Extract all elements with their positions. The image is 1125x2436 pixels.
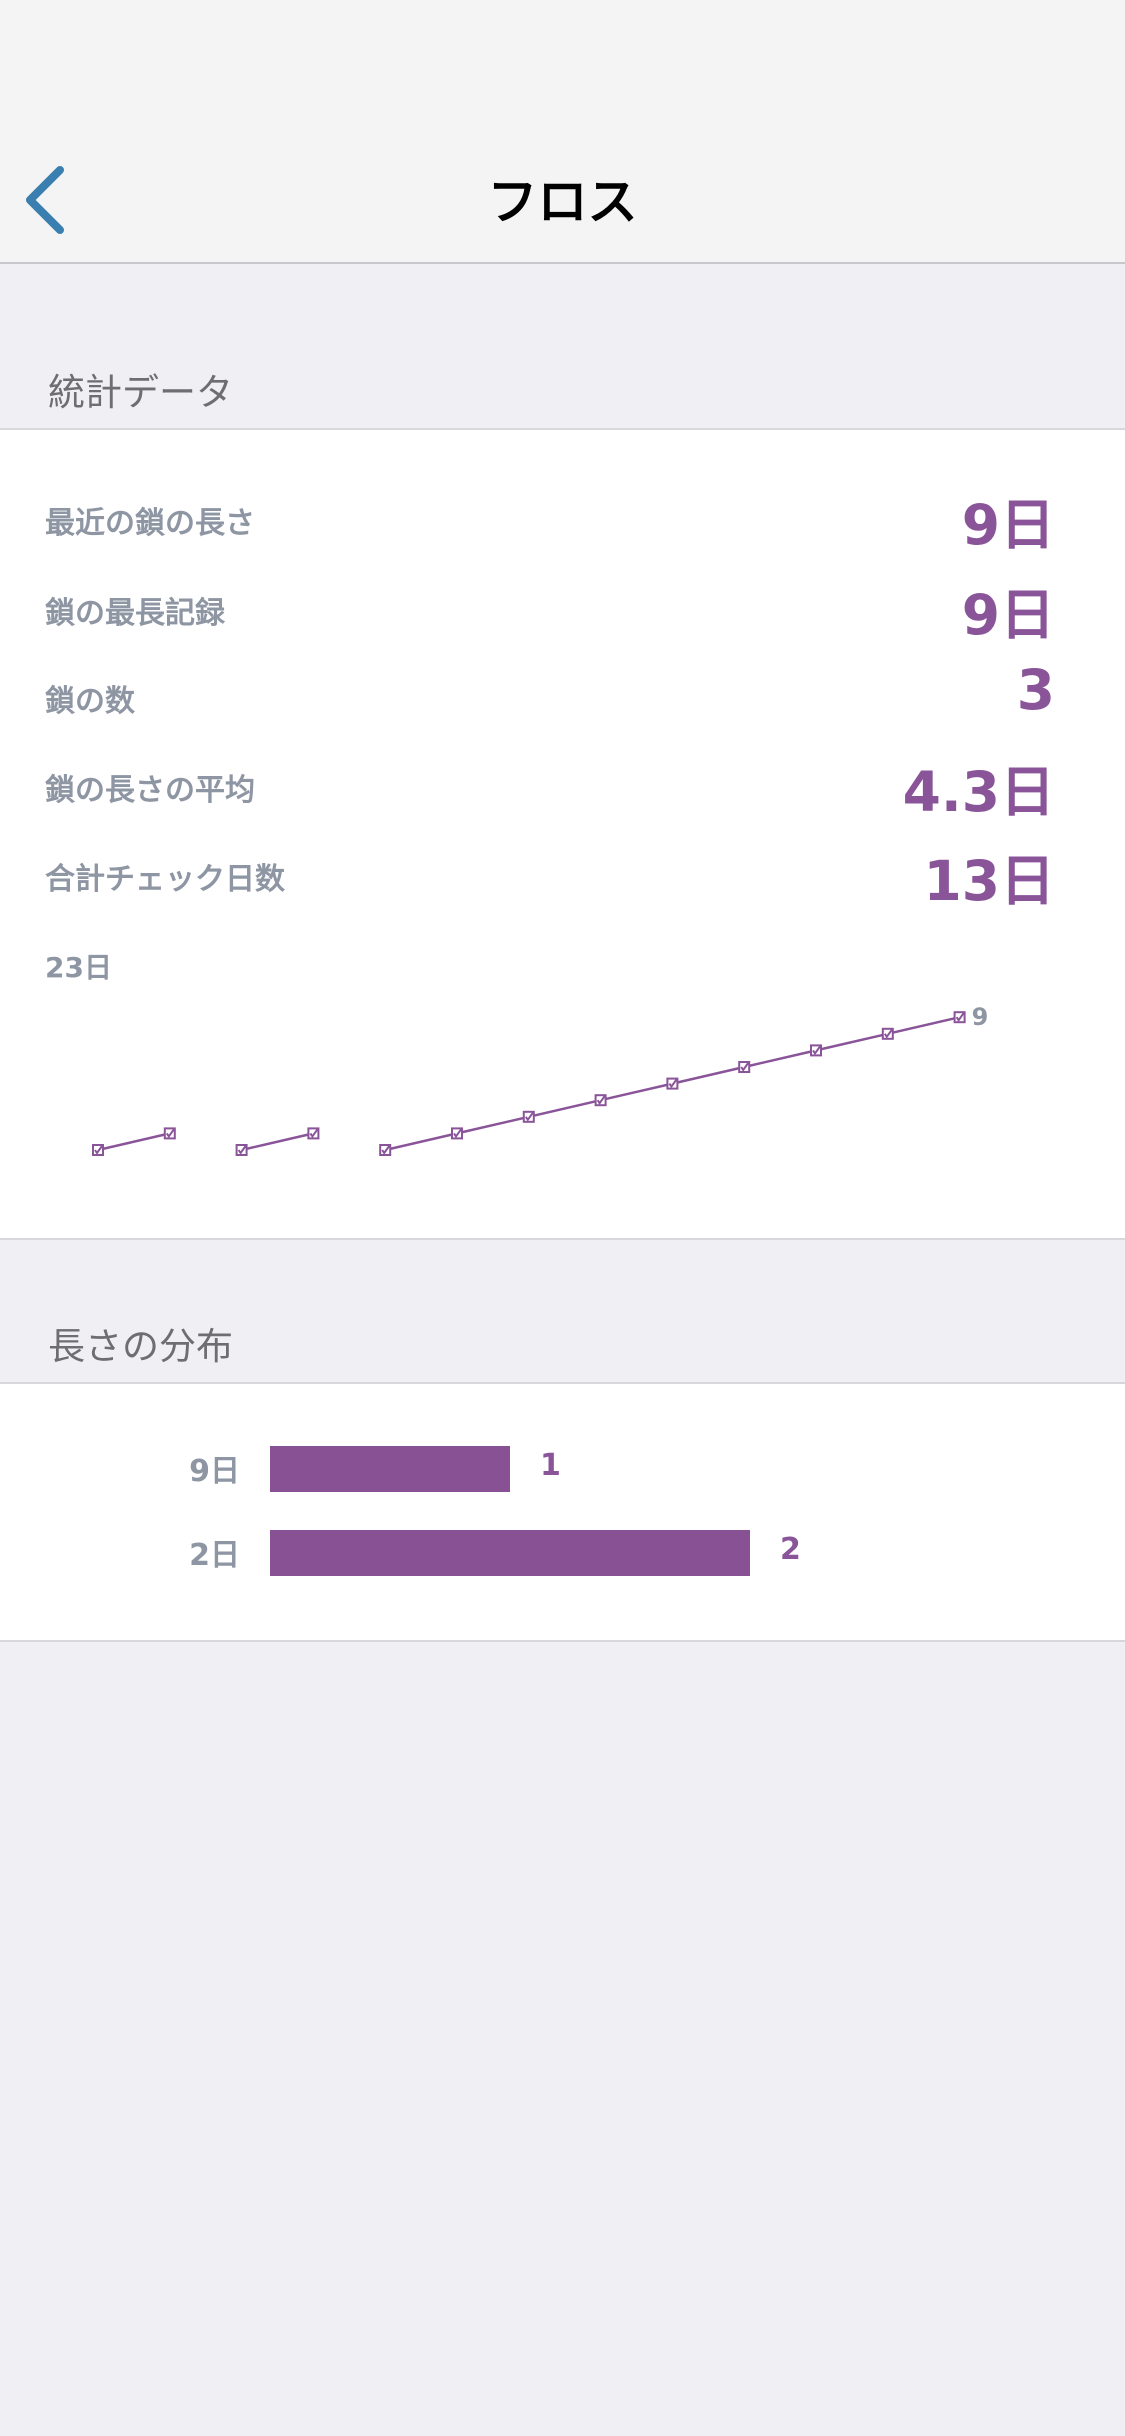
chart-end-label: 9: [972, 1003, 989, 1031]
chevron-left-icon: [26, 166, 64, 234]
chain-point: [307, 1127, 320, 1140]
chain-point: [522, 1110, 535, 1123]
stat-value: 4.3日: [902, 760, 1055, 824]
stat-row-total-days: 合計チェック日数 13日: [0, 836, 1125, 913]
chain-line: [241, 1132, 314, 1152]
chain-point: [235, 1144, 248, 1156]
dist-label: 2日: [189, 1538, 240, 1573]
stat-value: 13日: [923, 849, 1055, 913]
chain-length-chart: 9: [92, 1003, 989, 1156]
stat-value: 9日: [961, 583, 1055, 647]
dist-count: 1: [540, 1448, 561, 1483]
chain-point: [379, 1144, 392, 1156]
chain-point: [738, 1061, 751, 1073]
stat-row-average-length: 鎖の長さの平均 4.3日: [0, 747, 1125, 824]
stat-label: 鎖の長さの平均: [45, 773, 255, 808]
chain-point: [953, 1011, 966, 1024]
stat-value: 3: [1016, 658, 1055, 722]
stat-value: 9日: [961, 493, 1055, 557]
stat-label: 合計チェック日数: [45, 862, 285, 897]
stats-section-header: 統計データ: [48, 371, 233, 414]
stat-label: 鎖の数: [45, 684, 135, 719]
stat-label: 鎖の最長記録: [45, 596, 225, 631]
stat-label: 最近の鎖の長さ: [45, 506, 255, 541]
distribution-card: 9日 1 2日 2: [0, 1382, 1125, 1642]
chain-point: [594, 1094, 607, 1107]
stat-row-recent-chain: 最近の鎖の長さ 9日: [0, 480, 1125, 557]
page-title: フロス: [487, 173, 638, 231]
stats-card: 最近の鎖の長さ 9日 鎖の最長記録 9日 鎖の数 3 鎖の長さの平均 4.3日 …: [0, 428, 1125, 1240]
chain-point: [666, 1077, 679, 1090]
chain-point: [810, 1044, 822, 1057]
chain-point: [451, 1127, 463, 1140]
dist-bar: [270, 1530, 750, 1576]
chain-point: [92, 1144, 104, 1156]
stat-row-longest-chain: 鎖の最長記録 9日: [0, 570, 1125, 647]
chart-max-label: 23日: [45, 951, 112, 984]
stat-row-chain-count: 鎖の数 3: [0, 658, 1125, 728]
dist-label: 9日: [189, 1454, 240, 1489]
dist-count: 2: [780, 1532, 801, 1567]
dist-bar: [270, 1446, 510, 1492]
chain-point: [881, 1027, 894, 1040]
chain-point: [163, 1127, 176, 1140]
navigation-bar: フロス: [0, 0, 1125, 264]
back-button[interactable]: [18, 160, 78, 240]
distribution-section-header: 長さの分布: [48, 1325, 233, 1368]
chain-line: [97, 1132, 171, 1152]
